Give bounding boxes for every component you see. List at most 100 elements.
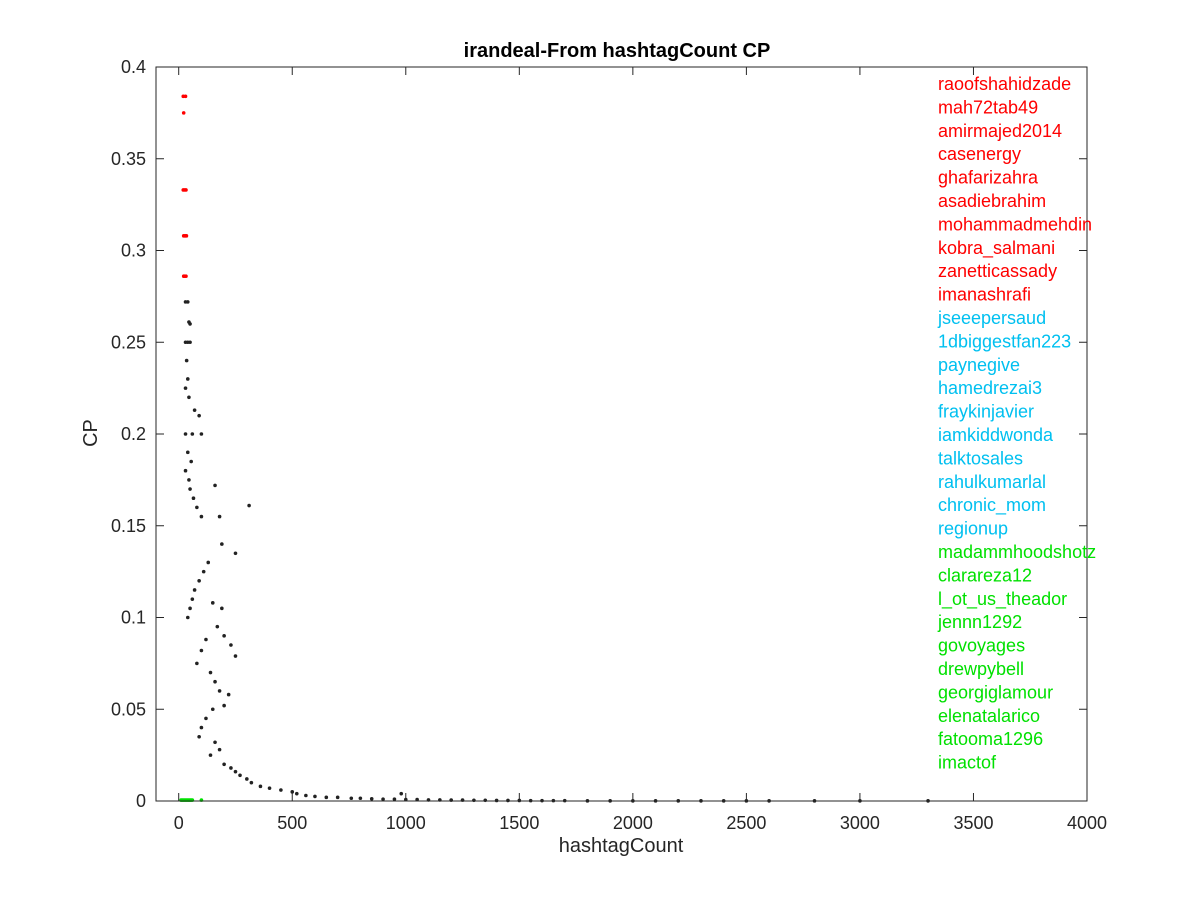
annotation-labels: raoofshahidzade mah72tab49 amirmajed2014 ca…	[937, 74, 1096, 773]
x-tick-label-0: 0	[174, 813, 184, 833]
data-point-default-32	[192, 588, 197, 592]
data-point-default-24	[213, 483, 217, 488]
annotation-label-26: georgiglamour	[938, 682, 1053, 702]
data-point-default-8	[185, 377, 190, 381]
data-point-default-34	[188, 606, 192, 611]
data-point-default-14	[183, 432, 188, 436]
annotation-label-23: jennn1292	[937, 612, 1022, 632]
data-point-default-69	[313, 794, 317, 799]
y-axis-label: CP	[80, 419, 102, 447]
y-tick-label-5: 0.25	[111, 332, 146, 352]
annotation-label-8: zanetticassady	[938, 261, 1057, 281]
annotation-label-4: ghafarizahra	[938, 168, 1039, 188]
data-point-default-75	[381, 797, 385, 801]
annotation-label-19: regionup	[938, 519, 1008, 539]
data-point-default-51	[204, 716, 208, 721]
y-tick-label-2: 0.1	[121, 608, 146, 628]
data-point-default-73	[358, 796, 363, 801]
data-point-default-42	[204, 637, 208, 642]
annotation-label-21: clarareza12	[938, 565, 1032, 585]
data-point-default-31	[197, 579, 201, 583]
annotation-label-16: talktosales	[938, 448, 1023, 468]
data-point-default-11	[192, 408, 197, 412]
annotation-label-18: chronic_mom	[938, 495, 1046, 516]
data-point-default-28	[220, 542, 224, 546]
y-tick-label-4: 0.2	[121, 424, 146, 444]
data-point-top-8	[184, 234, 189, 238]
x-tick-label-5: 2500	[726, 813, 766, 833]
data-point-default-16	[185, 450, 190, 455]
annotation-label-5: asadiebrahim	[938, 191, 1046, 211]
y-tick-label-0: 0	[136, 791, 146, 811]
data-point-default-39	[222, 634, 226, 638]
data-point-default-35	[185, 615, 190, 620]
annotation-label-27: elenatalarico	[938, 706, 1040, 726]
data-point-default-45	[208, 670, 213, 675]
y-tick-label-8: 0.4	[121, 57, 146, 77]
data-point-default-63	[258, 784, 263, 789]
data-point-default-76	[392, 797, 397, 801]
data-point-default-23	[199, 514, 204, 519]
data-point-top-11	[184, 274, 188, 278]
data-point-default-71	[335, 795, 340, 800]
data-point-default-3	[188, 322, 192, 326]
data-point-default-59	[233, 769, 238, 774]
data-point-default-15	[190, 432, 195, 436]
data-point-default-60	[238, 773, 242, 778]
data-point-default-56	[208, 753, 213, 757]
data-point-default-87	[506, 798, 510, 803]
annotation-label-20: madammhoodshotz	[938, 542, 1096, 562]
data-point-default-1	[185, 300, 190, 304]
data-point-default-65	[279, 788, 283, 792]
data-point-default-86	[494, 798, 499, 803]
annotation-label-3: casenergy	[938, 144, 1021, 164]
x-tick-label-1: 500	[277, 813, 307, 833]
data-point-default-64	[267, 786, 272, 790]
data-point-default-36	[210, 601, 215, 605]
annotation-label-14: fraykinjavier	[938, 402, 1034, 422]
data-point-top-5	[184, 188, 188, 192]
x-tick-label-8: 4000	[1067, 813, 1107, 833]
data-point-default-54	[213, 740, 217, 745]
data-point-default-72	[349, 796, 354, 801]
y-axis-ticks: 0 0.05 0.1 0.15 0.2 0.25 0.3 0.35 0.4	[111, 57, 1087, 811]
data-point-default-66	[290, 790, 295, 794]
annotation-label-24: govoyages	[938, 636, 1025, 656]
data-point-default-62	[249, 780, 254, 785]
data-point-top-2	[181, 111, 186, 115]
x-tick-label-6: 3000	[840, 813, 880, 833]
annotation-label-9: imanashrafi	[938, 285, 1031, 305]
y-tick-label-7: 0.35	[111, 149, 146, 169]
data-point-default-68	[304, 793, 308, 798]
annotation-label-15: iamkiddwonda	[938, 425, 1054, 445]
data-point-default-6	[188, 340, 192, 345]
data-point-default-29	[206, 560, 211, 565]
annotation-label-0: raoofshahidzade	[938, 74, 1071, 94]
data-point-default-48	[226, 692, 231, 697]
data-point-default-22	[195, 505, 199, 510]
data-point-default-52	[199, 725, 204, 730]
data-point-default-25	[217, 514, 222, 519]
data-point-default-20	[188, 487, 192, 491]
data-point-default-79	[415, 797, 419, 802]
data-point-default-10	[187, 395, 191, 400]
data-point-default-40	[229, 643, 233, 647]
annotation-label-2: amirmajed2014	[938, 121, 1062, 141]
y-tick-label-1: 0.05	[111, 699, 146, 719]
annotation-label-28: fatooma1296	[938, 729, 1043, 749]
data-point-default-70	[324, 795, 329, 800]
data-point-default-21	[191, 496, 196, 501]
data-point-default-43	[199, 648, 204, 653]
y-tick-label-3: 0.15	[111, 516, 146, 536]
annotation-label-12: paynegive	[938, 355, 1020, 375]
data-point-default-9	[183, 386, 188, 390]
data-point-default-27	[233, 551, 238, 556]
data-point-default-49	[222, 703, 226, 708]
x-axis-ticks: 0 500 1000 1500 2000 2500 3000 3500 4000	[174, 67, 1107, 833]
data-point-default-7	[184, 358, 189, 363]
data-point-default-13	[199, 432, 204, 436]
annotation-label-25: drewpybell	[938, 659, 1024, 679]
